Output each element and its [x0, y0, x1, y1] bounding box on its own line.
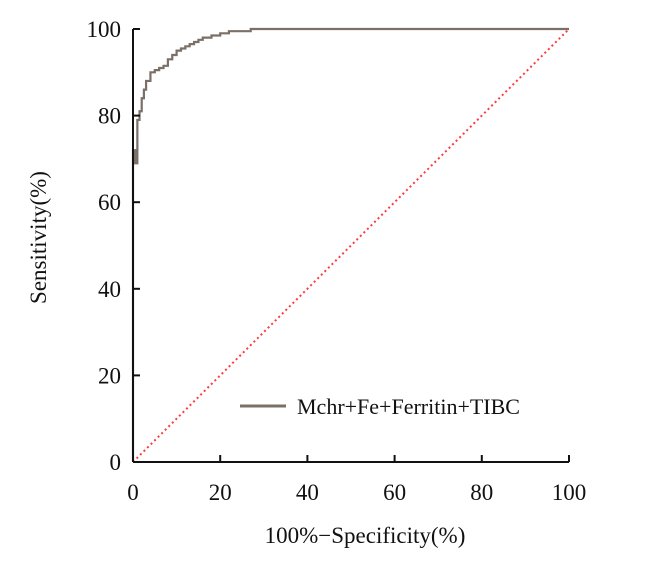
plot-area: [131, 27, 570, 463]
y-axis-title: Sensitivity(%): [26, 171, 51, 304]
x-axis-title: 100%−Specificity(%): [265, 523, 466, 548]
axes: 0 20 40 60 80 100 0 20 40 60 80 100: [87, 17, 587, 505]
y-tick-label: 60: [98, 190, 121, 215]
x-tick-label: 20: [209, 480, 232, 505]
y-tick-label: 40: [98, 277, 121, 302]
y-tick-label: 80: [98, 104, 121, 129]
y-tick-label: 100: [87, 17, 122, 42]
legend: Mchr+Fe+Ferritin+TIBC: [240, 394, 520, 419]
x-tick-label: 80: [470, 480, 493, 505]
legend-entry-label: Mchr+Fe+Ferritin+TIBC: [297, 394, 520, 419]
x-tick-label: 0: [127, 480, 139, 505]
y-tick-label: 0: [110, 450, 122, 475]
roc-curve-line: [131, 27, 569, 462]
x-tick-label: 100: [552, 480, 587, 505]
x-tick-label: 60: [383, 480, 406, 505]
x-tick-label: 40: [296, 480, 319, 505]
y-tick-label: 20: [98, 363, 121, 388]
